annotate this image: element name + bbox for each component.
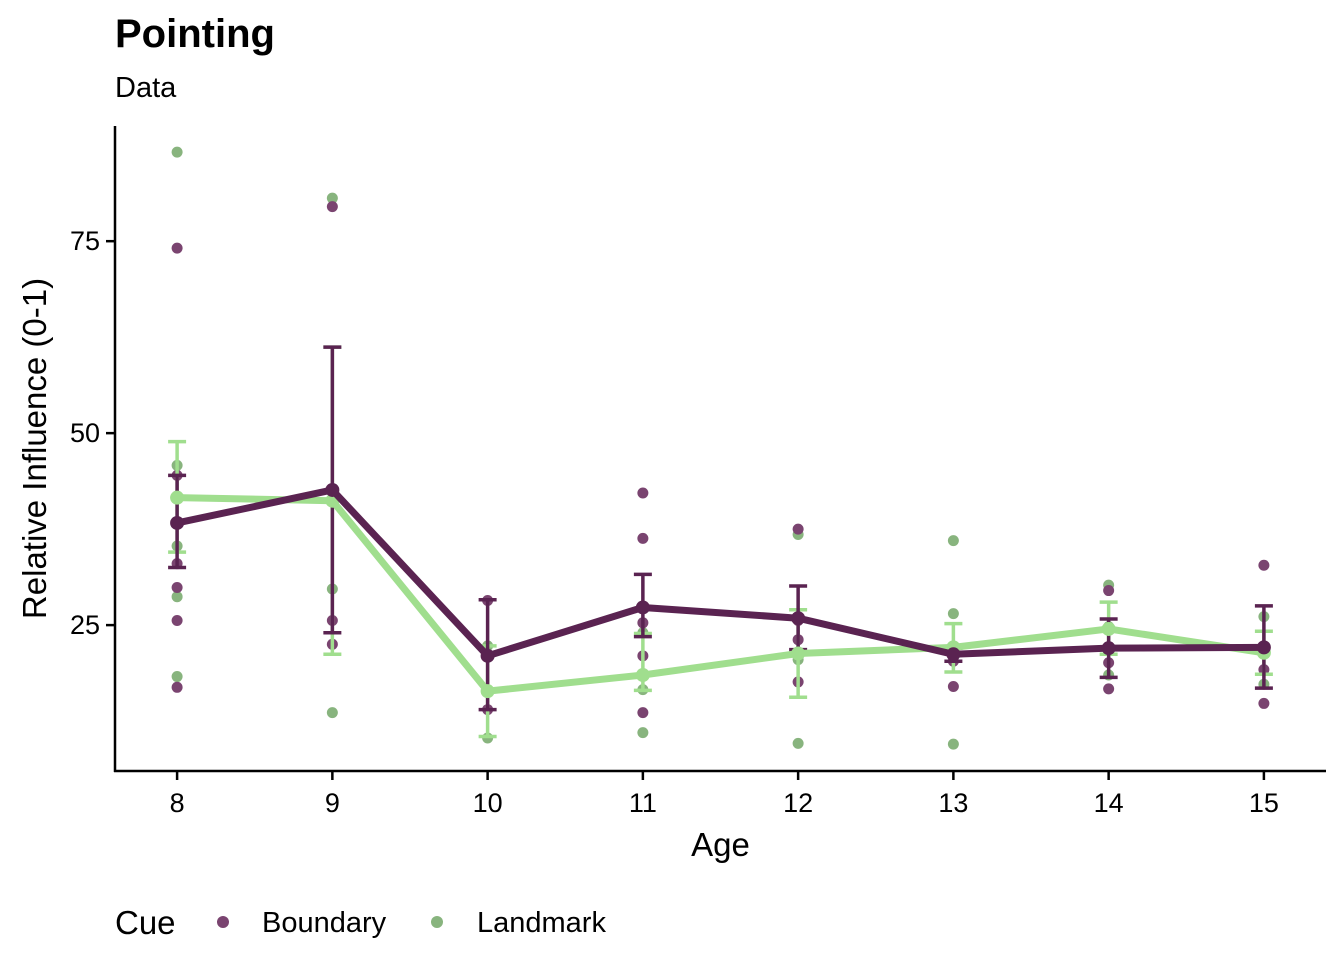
data-point-landmark xyxy=(326,192,338,204)
mean-point-landmark xyxy=(170,490,185,505)
x-tick-label: 10 xyxy=(473,788,503,818)
data-point-landmark xyxy=(171,671,183,683)
x-tick-label: 13 xyxy=(938,788,968,818)
mean-point-boundary xyxy=(946,647,961,662)
y-tick-label: 50 xyxy=(70,418,100,448)
data-point-boundary xyxy=(171,581,183,593)
y-tick-label: 25 xyxy=(70,610,100,640)
data-point-boundary xyxy=(171,242,183,254)
mean-point-boundary xyxy=(1256,640,1271,655)
mean-point-boundary xyxy=(791,611,806,626)
x-tick-label: 8 xyxy=(170,788,185,818)
legend-title: Cue xyxy=(115,904,176,941)
data-point-boundary xyxy=(1258,697,1270,709)
mean-point-boundary xyxy=(170,515,185,530)
data-point-boundary xyxy=(637,707,649,719)
mean-point-landmark xyxy=(1101,621,1116,636)
mean-point-boundary xyxy=(325,482,340,497)
data-point-boundary xyxy=(637,487,649,499)
data-point-boundary xyxy=(1103,585,1115,597)
legend-key-landmark xyxy=(431,916,443,928)
chart-title: Pointing xyxy=(115,12,275,56)
series-line-boundary xyxy=(173,486,1268,660)
x-tick-label: 14 xyxy=(1094,788,1124,818)
data-point-boundary xyxy=(637,532,649,544)
mean-point-boundary xyxy=(635,600,650,615)
series-line-landmark xyxy=(173,494,1268,695)
chart-subtitle: Data xyxy=(115,72,177,104)
mean-point-landmark xyxy=(635,668,650,683)
data-point-boundary xyxy=(792,523,804,535)
mean-point-boundary xyxy=(1101,641,1116,656)
legend-label-boundary: Boundary xyxy=(262,907,387,939)
mean-point-landmark xyxy=(791,646,806,661)
data-point-landmark xyxy=(792,737,804,749)
data-point-landmark xyxy=(171,591,183,603)
data-point-landmark xyxy=(947,738,959,750)
y-axis-title: Relative Influence (0-1) xyxy=(16,278,53,619)
x-tick-label: 11 xyxy=(629,788,657,818)
data-point-boundary xyxy=(1258,559,1270,571)
y-tick-label: 75 xyxy=(70,226,100,256)
mean-point-boundary xyxy=(480,648,495,663)
data-point-landmark xyxy=(326,707,338,719)
data-point-landmark xyxy=(947,608,959,620)
legend-key-boundary xyxy=(217,916,229,928)
x-tick-label: 15 xyxy=(1249,788,1279,818)
legend: Cue Boundary Landmark xyxy=(115,904,606,941)
mean-lines-layer xyxy=(170,482,1271,699)
mean-point-landmark xyxy=(480,684,495,699)
data-point-boundary xyxy=(171,681,183,693)
data-point-boundary xyxy=(171,615,183,626)
x-tick-label: 9 xyxy=(325,788,340,818)
data-point-landmark xyxy=(947,535,959,547)
data-point-boundary xyxy=(1103,683,1115,695)
error-bars-layer xyxy=(168,345,1273,739)
legend-label-landmark: Landmark xyxy=(477,907,606,939)
legend-item-boundary: Boundary xyxy=(217,907,387,939)
individual-points-layer xyxy=(171,146,1270,750)
x-axis-title: Age xyxy=(691,826,750,863)
x-tick-label: 12 xyxy=(783,788,813,818)
data-point-boundary xyxy=(326,201,338,213)
data-point-landmark xyxy=(171,146,183,158)
data-point-landmark xyxy=(637,727,649,739)
data-point-boundary xyxy=(947,681,959,693)
axes-layer: 25 50 75 8 9 10 11 12 13 14 15 Age Relative Influenc… xyxy=(16,126,1326,863)
legend-item-landmark: Landmark xyxy=(431,907,606,939)
